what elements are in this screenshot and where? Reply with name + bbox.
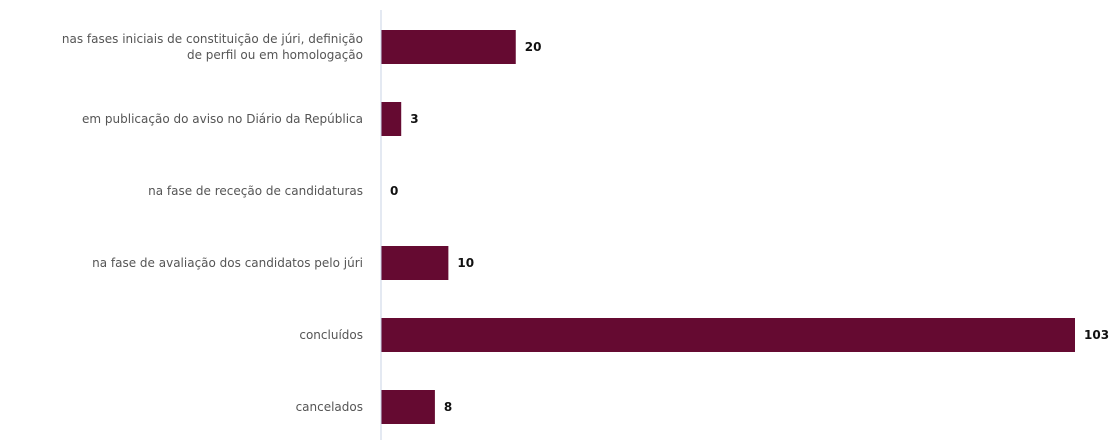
data-label-3: 10 [457, 256, 474, 270]
data-label-4: 103 [1084, 328, 1109, 342]
data-label-2: 0 [390, 184, 398, 198]
category-label-0: nas fases iniciais de constituição de jú… [62, 32, 363, 62]
bar-4 [381, 318, 1075, 352]
bar-3 [381, 246, 449, 280]
category-label-5: cancelados [296, 400, 363, 414]
bar-0 [381, 30, 516, 64]
category-label-3: na fase de avaliação dos candidatos pelo… [92, 256, 363, 270]
data-label-5: 8 [444, 400, 452, 414]
data-label-0: 20 [525, 40, 542, 54]
bar-5 [381, 390, 435, 424]
category-label-2: na fase de receção de candidaturas [148, 184, 363, 198]
category-label-4: concluídos [299, 328, 363, 342]
category-labels-layer: nas fases iniciais de constituição de jú… [62, 32, 363, 414]
data-label-1: 3 [410, 112, 418, 126]
data-labels-layer: 20 3 0 10 103 8 [390, 40, 1109, 414]
category-label-1: em publicação do aviso no Diário da Repú… [82, 112, 363, 126]
bars-layer [381, 30, 1075, 424]
bar-1 [381, 102, 402, 136]
